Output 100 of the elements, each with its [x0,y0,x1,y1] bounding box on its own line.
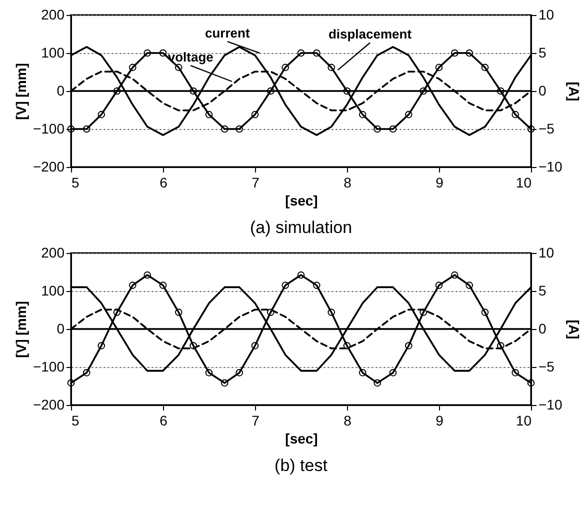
point [420,308,428,316]
point [312,49,320,57]
point [312,282,320,289]
point [282,282,290,289]
y-tick-label: −100 [32,120,65,136]
point [82,369,90,376]
point [343,342,351,350]
point [67,379,75,387]
point [466,49,474,57]
y2-axis-title: [A] [566,82,582,102]
text: (a) simulation [250,218,352,237]
point [450,49,458,57]
y-tick-label: −100 [32,358,65,374]
x-tick-label: 5 [72,412,80,428]
y-tick-label: 200 [41,244,65,260]
point [389,369,397,376]
y-tick-label: 200 [41,6,65,22]
point [420,87,428,95]
x-tick-label: 9 [436,174,444,190]
x-tick-label: 5 [72,174,80,190]
y-axis-title: [V] [mm] [12,63,29,120]
point [113,308,121,316]
x-tick-label: 6 [160,174,168,190]
point [174,308,182,316]
point [374,125,382,133]
x-tick-label: 7 [252,174,260,190]
point [205,369,213,376]
point [297,271,305,279]
point [404,110,412,118]
x-tick-label: 7 [252,412,260,428]
point [128,64,136,72]
x-tick-label: 6 [160,412,168,428]
point [450,271,458,279]
point [282,64,290,72]
y-tick-label: 100 [41,282,65,298]
point [190,342,198,350]
x-tick-label: 9 [436,412,444,428]
y2-tick-label: −10 [538,158,562,174]
y2-tick-label: 10 [538,6,554,22]
point [358,369,366,376]
point [527,379,535,387]
y2-tick-label: −5 [538,358,555,374]
point [374,379,382,387]
point [435,282,443,289]
y-tick-label: 0 [56,82,65,98]
x-tick-label: 8 [344,174,352,190]
y2-axis-title: [A] [566,320,582,340]
point [220,125,228,133]
point [481,308,489,316]
y2-tick-label: 5 [538,282,546,298]
y-tick-label: 0 [56,320,65,336]
point [481,64,489,72]
point [205,110,213,118]
point [512,369,520,376]
point [266,308,274,316]
point [98,110,106,118]
point [159,282,167,289]
y-tick-label: −200 [32,158,65,174]
y-tick-label: −200 [32,396,65,412]
point [236,369,244,376]
point [297,49,305,57]
point [358,110,366,118]
annotation: voltage [168,50,214,65]
point [128,282,136,289]
y2-tick-label: 5 [538,44,546,60]
point [266,87,274,95]
point [220,379,228,387]
point [159,49,167,57]
point [144,271,152,279]
point [251,342,259,350]
x-axis-title: [sec] [285,430,318,446]
y-axis-title: [V] [mm] [12,301,29,358]
point [113,87,121,95]
point [190,87,198,95]
point [328,64,336,72]
annotation: displacement [328,26,412,42]
annotation: current [205,26,250,41]
point [236,125,244,133]
point [496,87,504,95]
point [343,87,351,95]
x-tick-label: 8 [344,412,352,428]
point [466,282,474,289]
point [389,125,397,133]
point [98,342,106,350]
point [404,342,412,350]
point [496,342,504,350]
text: (b) test [274,456,328,475]
y2-tick-label: −10 [538,396,562,412]
x-tick-label: 10 [516,412,532,428]
y2-tick-label: 0 [538,320,546,336]
y-tick-label: 100 [41,44,65,60]
point [512,110,520,118]
y2-tick-label: 10 [538,244,554,260]
y2-tick-label: 0 [538,82,546,98]
point [251,110,259,118]
x-tick-label: 10 [516,174,532,190]
y2-tick-label: −5 [538,120,555,136]
point [435,64,443,72]
point [328,308,336,316]
x-axis-title: [sec] [285,192,318,208]
